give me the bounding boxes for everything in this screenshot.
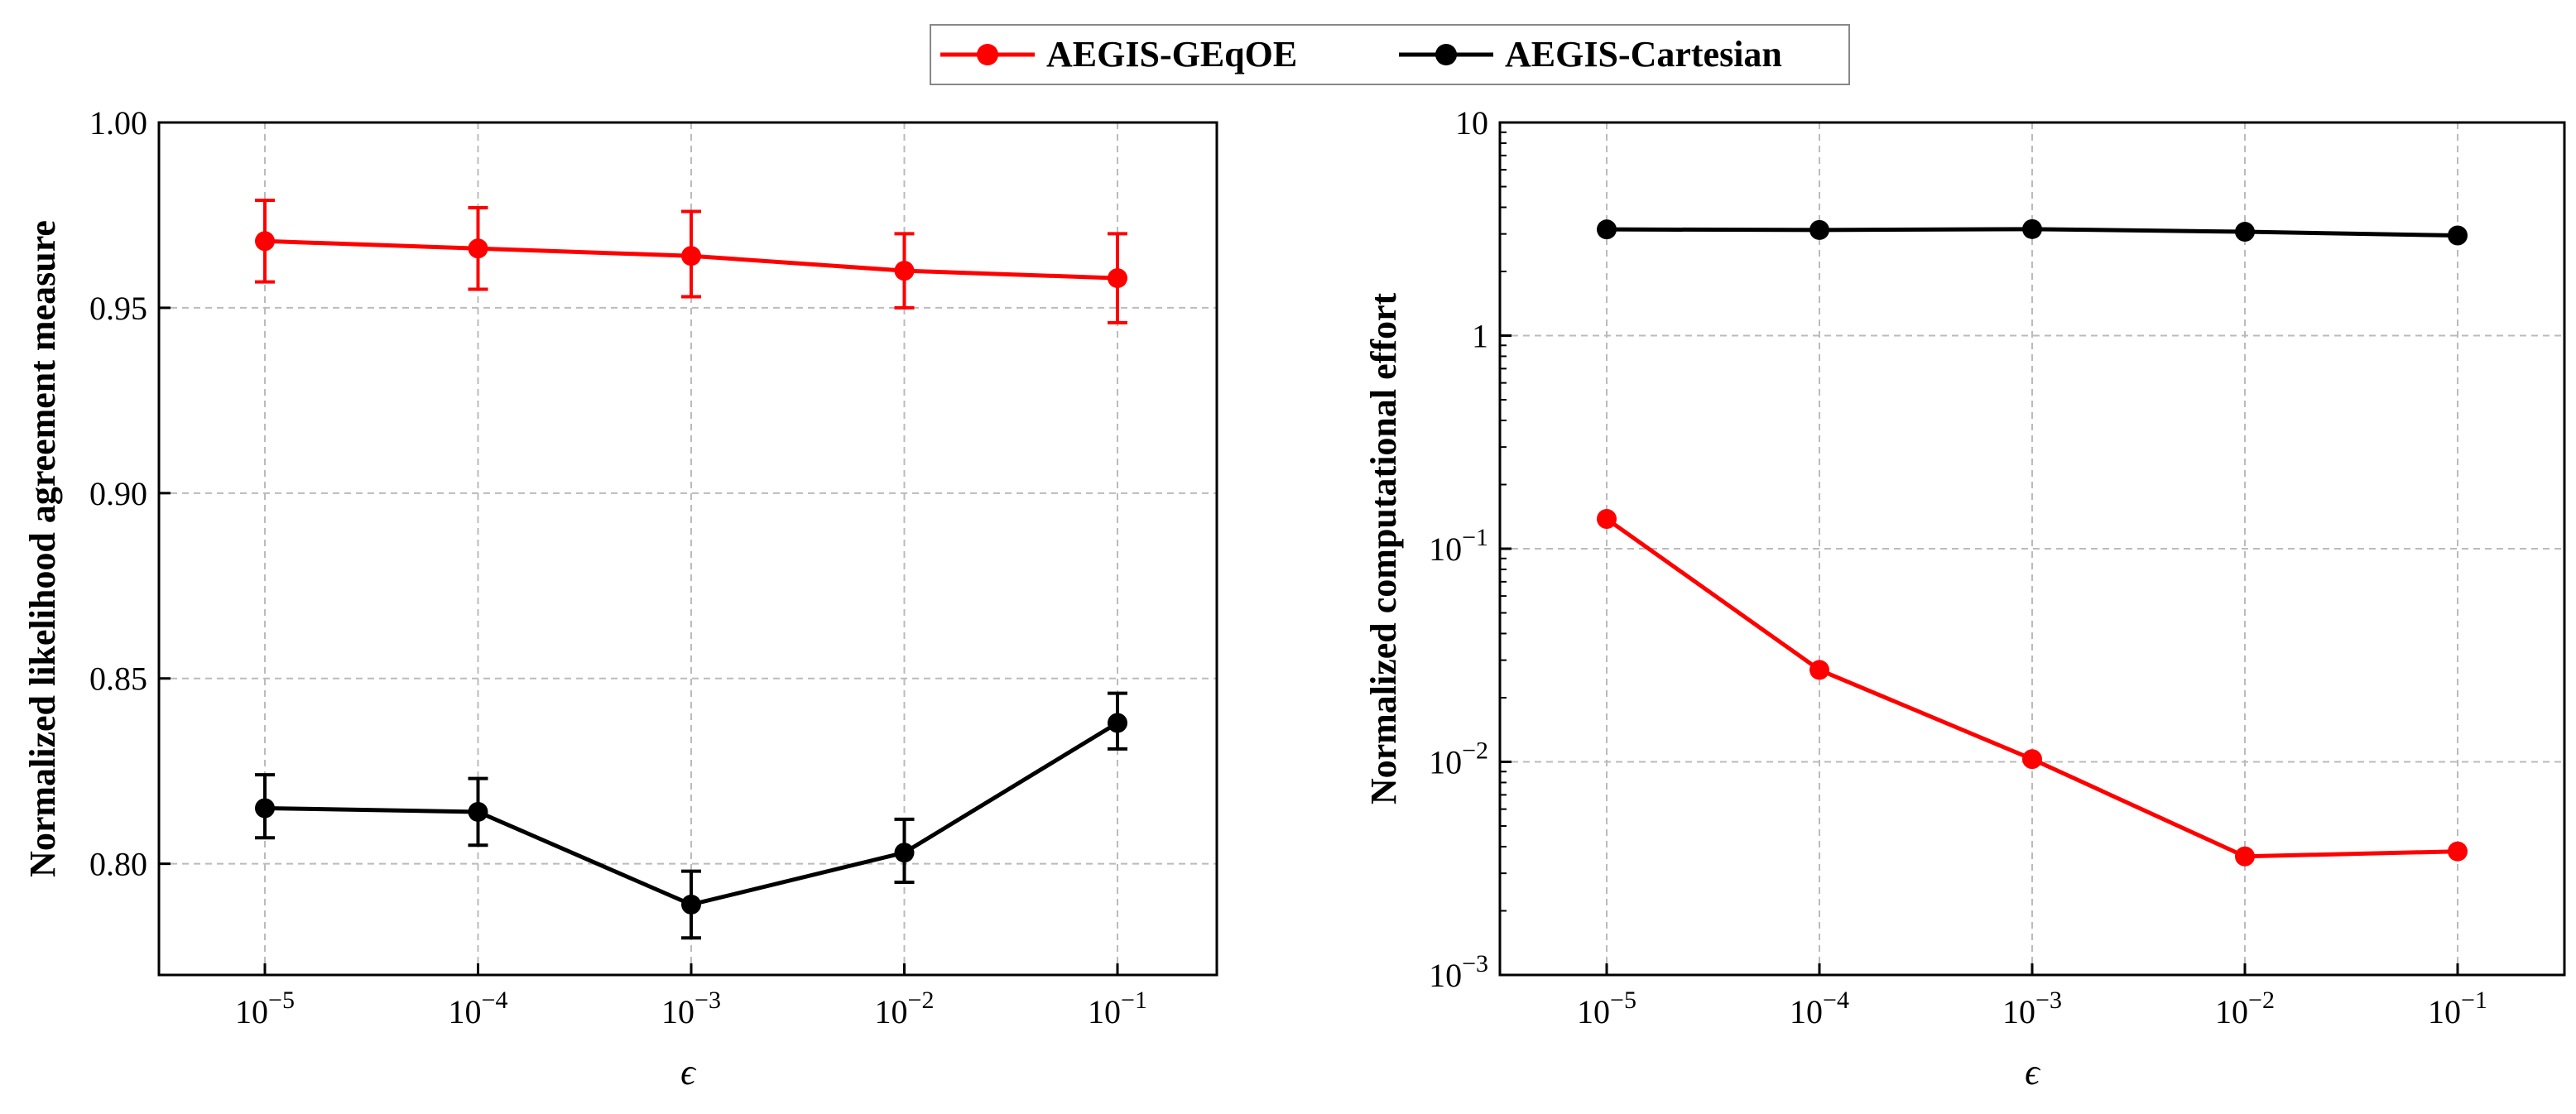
- data-point-geqoe: [1809, 660, 1829, 680]
- data-point-cartesian: [255, 798, 275, 819]
- y-tick-label: 0.85: [89, 660, 147, 698]
- x-tick-label: 10−3: [661, 987, 721, 1030]
- data-point-geqoe: [2022, 749, 2042, 770]
- x-tick-label: 10−1: [1088, 987, 1147, 1030]
- data-point-cartesian: [468, 801, 488, 822]
- data-point-cartesian: [2235, 222, 2255, 242]
- data-point-cartesian: [1108, 713, 1127, 733]
- x-tick-label: 10−1: [2428, 987, 2487, 1030]
- data-point-cartesian: [1809, 219, 1829, 240]
- legend: AEGIS-GEqOE AEGIS-Cartesian: [930, 24, 1850, 85]
- y-tick-label: 10−3: [1429, 950, 1488, 994]
- x-axis-label-right: ϵ: [2025, 1052, 2041, 1092]
- data-point-cartesian: [894, 843, 915, 863]
- data-point-cartesian: [681, 894, 701, 915]
- x-axis-label-left: ϵ: [680, 1052, 697, 1092]
- legend-label-cartesian: AEGIS-Cartesian: [1505, 34, 1782, 74]
- series-line-geqoe: [1605, 516, 2458, 859]
- data-point-cartesian: [1597, 219, 1617, 240]
- plot-frame-left: [157, 121, 1218, 977]
- data-point-geqoe: [468, 238, 488, 259]
- data-point-geqoe: [2448, 841, 2468, 862]
- y-tick-label: 10−2: [1429, 737, 1488, 781]
- data-point-geqoe: [681, 246, 701, 266]
- data-point-geqoe: [255, 231, 275, 252]
- legend-label-geqoe: AEGIS-GEqOE: [1046, 34, 1297, 74]
- y-tick-label: 10−1: [1429, 524, 1488, 568]
- series-right: [1597, 218, 2468, 867]
- data-point-geqoe: [2235, 846, 2255, 867]
- x-tick-label: 10−4: [449, 987, 508, 1030]
- y-tick-label: 0.90: [89, 475, 147, 512]
- data-point-geqoe: [894, 261, 915, 281]
- data-point-cartesian: [2448, 225, 2468, 246]
- x-tick-label: 10−5: [1577, 987, 1636, 1030]
- legend-marker-cartesian: [1435, 44, 1457, 65]
- y-tick-label: 1: [1472, 318, 1488, 355]
- computational-effort-panel: 10−5 10−4 10−3 10−2 10−1 10−3 10−2 10−1 1 10 ϵ No…: [1363, 104, 2566, 1092]
- likelihood-agreement-panel: 10−5 10−4 10−3 10−2 10−1 0.80 0.85 0.90 0.95 1.00…: [22, 104, 1218, 1092]
- x-tick-label: 10−5: [235, 987, 295, 1030]
- y-tick-label: 10: [1455, 104, 1488, 142]
- legend-marker-geqoe: [977, 44, 998, 65]
- y-tick-label: 1.00: [89, 104, 147, 142]
- ticks-right: 10−5 10−4 10−3 10−2 10−1 10−3 10−2 10−1 1 10: [1429, 104, 2487, 1030]
- x-tick-label: 10−2: [875, 987, 935, 1030]
- x-tick-label: 10−2: [2215, 987, 2275, 1030]
- data-point-cartesian: [2022, 218, 2042, 239]
- y-axis-label-right: Normalized computational effort: [1363, 293, 1404, 805]
- x-tick-label: 10−4: [1790, 987, 1849, 1030]
- y-axis-label-left: Normalized likelihood agreement measure: [22, 220, 63, 877]
- data-point-geqoe: [1108, 268, 1127, 289]
- ticks-left: 10−5 10−4 10−3 10−2 10−1 0.80 0.85 0.90 0.95 1.00: [89, 104, 1147, 1030]
- data-point-geqoe: [1597, 508, 1617, 529]
- y-tick-label: 0.95: [89, 290, 147, 327]
- legend-frame: [930, 24, 1850, 85]
- y-tick-label: 0.80: [89, 846, 147, 883]
- series-left: [255, 199, 1127, 940]
- x-tick-label: 10−3: [2002, 987, 2062, 1030]
- grid-right: [1500, 122, 2564, 975]
